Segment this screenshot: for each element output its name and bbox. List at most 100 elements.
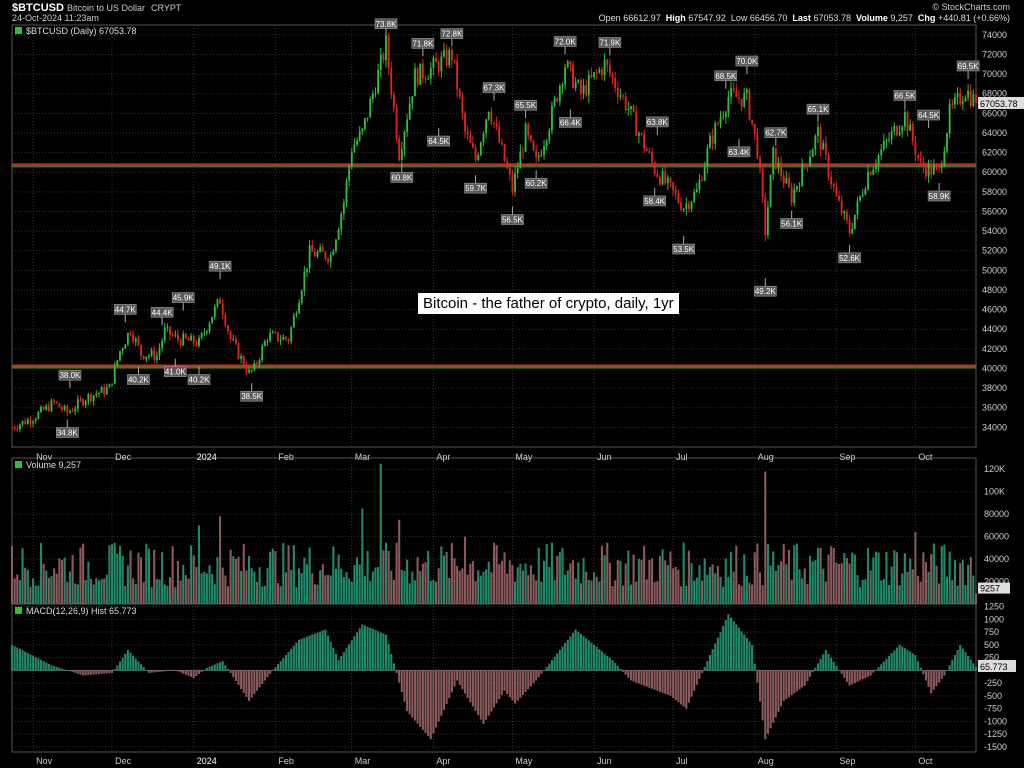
price-y-tick: 50000 (982, 265, 1007, 275)
candle-body (200, 333, 203, 338)
volume-bar (930, 554, 933, 604)
volume-bar (622, 585, 625, 604)
volume-bar (811, 561, 814, 604)
candle-body (767, 207, 769, 236)
candle-body (890, 131, 893, 140)
volume-bar (408, 583, 411, 604)
volume-bar (311, 573, 314, 604)
volume-bar (255, 582, 259, 604)
volume-bar (253, 571, 256, 604)
volume-bar (121, 555, 124, 604)
volume-bar (116, 553, 119, 604)
candle-body (693, 192, 696, 202)
macd-hist-bar (579, 633, 582, 671)
candle-body (964, 97, 967, 102)
price-y-tick: 48000 (982, 285, 1007, 295)
macd-hist-bar (853, 670, 856, 684)
ohlc-readout: Open 66612.97 High 67547.92 Low 66456.70… (599, 13, 1010, 23)
candle-body (901, 126, 904, 132)
candle-body (911, 124, 914, 142)
volume-bar (729, 551, 733, 604)
volume-bar (669, 551, 672, 604)
volume-bar (495, 545, 498, 604)
macd-hist-bar (247, 670, 251, 701)
volume-bar (835, 562, 838, 604)
candle-body (158, 348, 161, 356)
macd-hist-bar (872, 670, 875, 673)
candle-body (616, 88, 619, 97)
price-label: 63.8K (646, 116, 669, 128)
macd-hist-bar (195, 670, 198, 676)
candle-body (843, 211, 846, 214)
macd-hist-bar (835, 665, 838, 671)
price-y-tick: 62000 (982, 148, 1007, 158)
volume-bar (416, 557, 419, 604)
macd-hist-bar (935, 670, 938, 687)
macd-hist-bar (403, 670, 406, 702)
macd-hist-bar (732, 621, 735, 671)
macd-hist-bar (719, 631, 722, 671)
candle-body (874, 165, 877, 170)
candle-body (90, 394, 92, 402)
x-tick-label-bottom: Apr (436, 756, 450, 766)
candle-body (630, 106, 632, 110)
x-tick-label: Jun (597, 452, 612, 462)
macd-hist-bar (632, 670, 635, 682)
macd-hist-bar (611, 660, 614, 671)
last-label: Last (792, 13, 811, 23)
macd-hist-bar (100, 670, 103, 674)
chart-header: $BTCUSD Bitcoin to US Dollar CRYPT 24-Oct… (0, 0, 1024, 24)
volume-bar (342, 577, 345, 604)
candle-body (113, 365, 116, 384)
macd-hist-bar (197, 670, 201, 674)
macd-hist-bar (674, 670, 677, 701)
candle-body (466, 131, 469, 135)
candle-body (321, 247, 324, 252)
candle-body (585, 85, 588, 96)
candle-body (416, 68, 419, 85)
candle-body (387, 35, 390, 69)
volume-bar (176, 561, 179, 604)
candle-body (40, 406, 42, 413)
macd-hist-bar (60, 668, 64, 671)
candle-body (877, 155, 880, 166)
volume-bar (737, 584, 741, 604)
volume-bar (166, 585, 169, 604)
macd-hist-bar (34, 657, 37, 671)
volume-bar (413, 580, 417, 604)
candle-body (411, 96, 414, 104)
macd-hist-bar (211, 665, 214, 671)
volume-bar (859, 587, 862, 604)
volume-bar (790, 579, 793, 604)
volume-bar (153, 549, 156, 604)
candle-body (674, 190, 677, 194)
x-tick-label-bottom: Jul (676, 756, 688, 766)
brand-logo[interactable]: © StockCharts.com (932, 2, 1010, 12)
x-tick-label: Feb (278, 452, 294, 462)
volume-bar (440, 546, 443, 604)
volume-bar (442, 555, 446, 604)
macd-hist-bar (664, 670, 667, 694)
macd-hist-bar (527, 670, 530, 690)
volume-bar (611, 586, 614, 604)
candle-body (211, 316, 214, 324)
macd-hist-bar (482, 670, 485, 724)
price-label-text: 40.2K (128, 376, 150, 385)
price-label: 49.1K (208, 260, 232, 272)
macd-hist-bar (540, 670, 543, 674)
macd-hist-bar (366, 626, 369, 671)
candle-body (738, 97, 740, 99)
candle-body (282, 336, 285, 340)
macd-hist-bar (930, 670, 933, 694)
candle-body (637, 133, 640, 136)
candle-body (313, 251, 316, 257)
macd-hist-bar (556, 653, 559, 671)
volume-bar (240, 571, 243, 604)
macd-hist-bar (761, 670, 764, 721)
candle-body (764, 197, 767, 236)
volume-bar (313, 584, 316, 604)
price-label-box (208, 260, 232, 272)
macd-hist-bar (166, 670, 169, 672)
macd-hist-bar (698, 670, 701, 679)
